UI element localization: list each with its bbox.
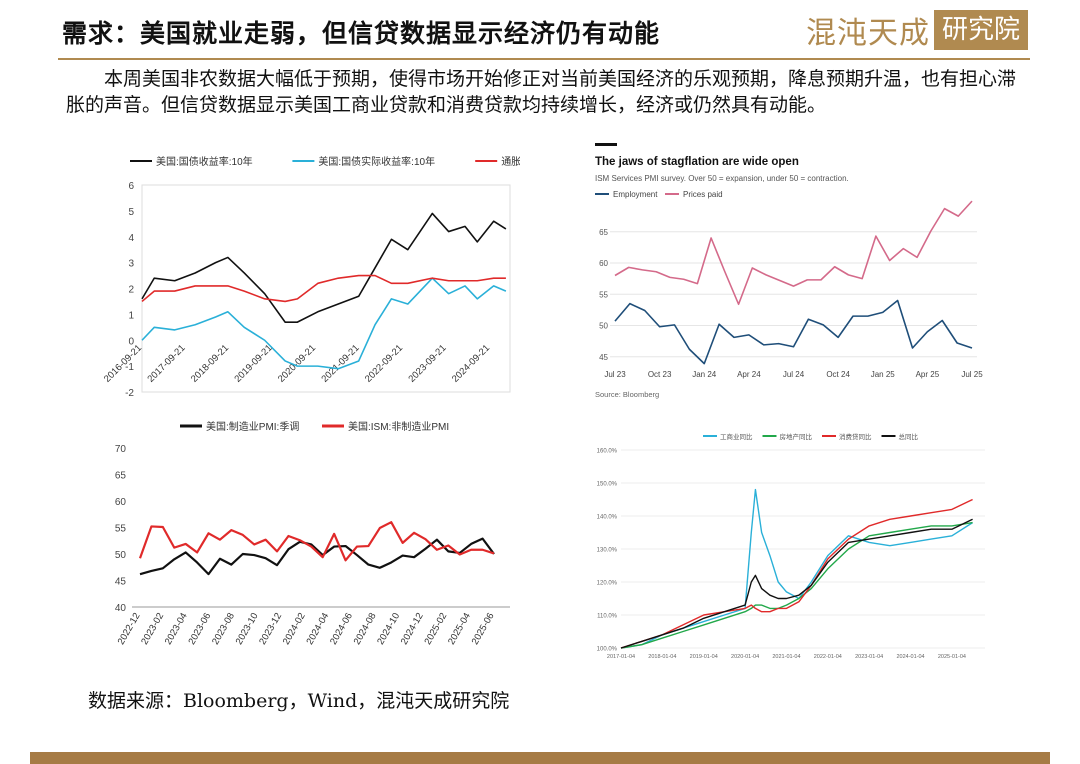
series-line-1	[138, 521, 495, 562]
y-tick-label: 50	[115, 550, 127, 561]
brand-box: 研究院	[933, 10, 1028, 50]
x-tick-label: Jan 24	[692, 370, 717, 379]
title-accent	[595, 143, 617, 146]
x-tick-label: 2019-09-21	[232, 343, 274, 385]
x-tick-label: 2023-09-21	[406, 343, 448, 385]
legend-entry: 房地产同比	[780, 432, 813, 441]
x-tick-label: Jul 25	[961, 370, 983, 379]
legend-entry: 工商业同比	[720, 432, 753, 441]
x-tick-label: 2019-01-04	[690, 654, 718, 660]
y-tick-label: 65	[599, 228, 608, 237]
y-tick-label: 55	[599, 290, 608, 299]
y-tick-label: 130.0%	[597, 548, 618, 554]
legend-entry: 美国:制造业PMI:季调	[206, 420, 299, 433]
y-tick-label: 70	[115, 444, 127, 455]
x-tick-label: 2021-01-04	[772, 654, 800, 660]
y-tick-label: 150.0%	[597, 482, 618, 488]
x-tick-label: Jan 25	[871, 370, 896, 379]
y-tick-label: 110.0%	[597, 614, 618, 620]
y-tick-label: 160.0%	[597, 449, 618, 455]
x-tick-label: 2021-09-21	[319, 343, 361, 385]
page-title: 需求：美国就业走弱，但信贷数据显示经济仍有动能	[62, 19, 661, 48]
x-tick-label: 2023-01-04	[855, 654, 883, 660]
summary-paragraph: 本周美国非农数据大幅低于预期，使得市场开始修正对当前美国经济的乐观预期，降息预期…	[66, 68, 1017, 116]
y-tick-label: 100.0%	[597, 647, 618, 653]
x-tick-label: 2020-09-21	[276, 343, 318, 385]
y-tick-label: 60	[599, 259, 608, 268]
chart-treasury-yields: 美国:国债收益率:10年 美国:国债实际收益率:10年 通胀预期 -2 -1 0 1 2 3 4 5…	[100, 150, 520, 408]
legend-entry: 美国:国债收益率:10年	[156, 155, 253, 168]
y-tick-label: 1	[128, 310, 134, 321]
legend-entry: Prices paid	[683, 190, 723, 199]
y-tick-label: 120.0%	[597, 581, 618, 587]
x-tick-label: 2018-09-21	[189, 343, 231, 385]
x-tick-label: Apr 25	[916, 370, 940, 379]
chart-subtitle: ISM Services PMI survey. Over 50 = expan…	[595, 174, 849, 183]
x-tick-label: 2025-01-04	[938, 654, 966, 660]
series-line-2	[141, 274, 506, 303]
x-tick-label: 2022-09-21	[363, 343, 405, 385]
y-tick-label: 50	[599, 322, 608, 331]
y-tick-label: 40	[115, 603, 127, 614]
chart-title: The jaws of stagflation are wide open	[595, 156, 799, 168]
footer-bar	[30, 752, 1050, 764]
source-note: 数据来源：Bloomberg，Wind，混沌天成研究院	[88, 690, 510, 712]
legend-entry: 通胀预期	[501, 156, 520, 168]
x-tick-label: 2025-06	[470, 611, 497, 647]
chart-source: Source: Bloomberg	[595, 390, 659, 399]
series-line-3	[620, 518, 973, 649]
x-tick-label: 2017-09-21	[145, 343, 187, 385]
chart-ism-services: The jaws of stagflation are wide open ISM…	[585, 143, 995, 408]
brand-logo: 混沌天成 研究院	[806, 8, 1028, 52]
series-line-0	[614, 299, 973, 365]
y-tick-label: 5	[128, 207, 134, 218]
series-line-0	[141, 212, 507, 323]
chart-credit-growth: 工商业同比 房地产同比 消费贷同比 总同比 100.0% 110.0% 120.0% 130.…	[585, 425, 995, 665]
x-tick-label: Oct 24	[826, 370, 850, 379]
y-tick-label: 6	[128, 181, 134, 192]
x-tick-label: 2024-01-04	[896, 654, 924, 660]
legend-entry: Employment	[613, 190, 658, 199]
x-tick-label: 2018-01-04	[648, 654, 676, 660]
y-tick-label: -1	[125, 362, 134, 373]
y-tick-label: 60	[115, 497, 127, 508]
series-line-0	[139, 537, 495, 576]
plot-area	[141, 184, 511, 393]
series-line-1	[141, 277, 507, 370]
legend-entry: 美国:ISM:非制造业PMI	[348, 420, 449, 433]
y-tick-label: 45	[599, 353, 608, 362]
series-line-1	[614, 200, 973, 306]
brand-text: 混沌天成	[805, 16, 930, 51]
y-tick-label: 0	[128, 336, 134, 347]
y-tick-label: 55	[115, 524, 127, 535]
legend-entry: 总同比	[899, 432, 919, 441]
y-tick-label: -2	[125, 388, 134, 399]
series-line-2	[620, 498, 973, 649]
legend-entry: 消费贷同比	[839, 432, 872, 441]
y-tick-label: 65	[115, 471, 127, 482]
x-tick-label: 2017-01-04	[607, 654, 635, 660]
x-tick-label: 2022-01-04	[814, 654, 842, 660]
x-tick-label: 2020-01-04	[731, 654, 759, 660]
y-tick-label: 140.0%	[597, 515, 618, 521]
x-tick-label: 2016-09-21	[102, 343, 144, 385]
x-tick-label: 2024-09-21	[450, 343, 492, 385]
x-tick-label: Oct 23	[648, 370, 672, 379]
x-tick-label: Jul 24	[783, 370, 805, 379]
chart-pmi: 美国:制造业PMI:季调 美国:ISM:非制造业PMI 40 45 50 55 60 65 70…	[100, 415, 520, 655]
y-tick-label: 3	[128, 259, 134, 270]
x-tick-label: Apr 24	[737, 370, 761, 379]
series-line-0	[620, 488, 973, 649]
x-tick-label: Jul 23	[604, 370, 626, 379]
legend-entry: 美国:国债实际收益率:10年	[318, 155, 435, 168]
y-tick-label: 45	[115, 577, 127, 588]
y-tick-label: 4	[128, 233, 134, 244]
title-divider	[58, 58, 1030, 60]
y-tick-label: 2	[128, 285, 134, 296]
